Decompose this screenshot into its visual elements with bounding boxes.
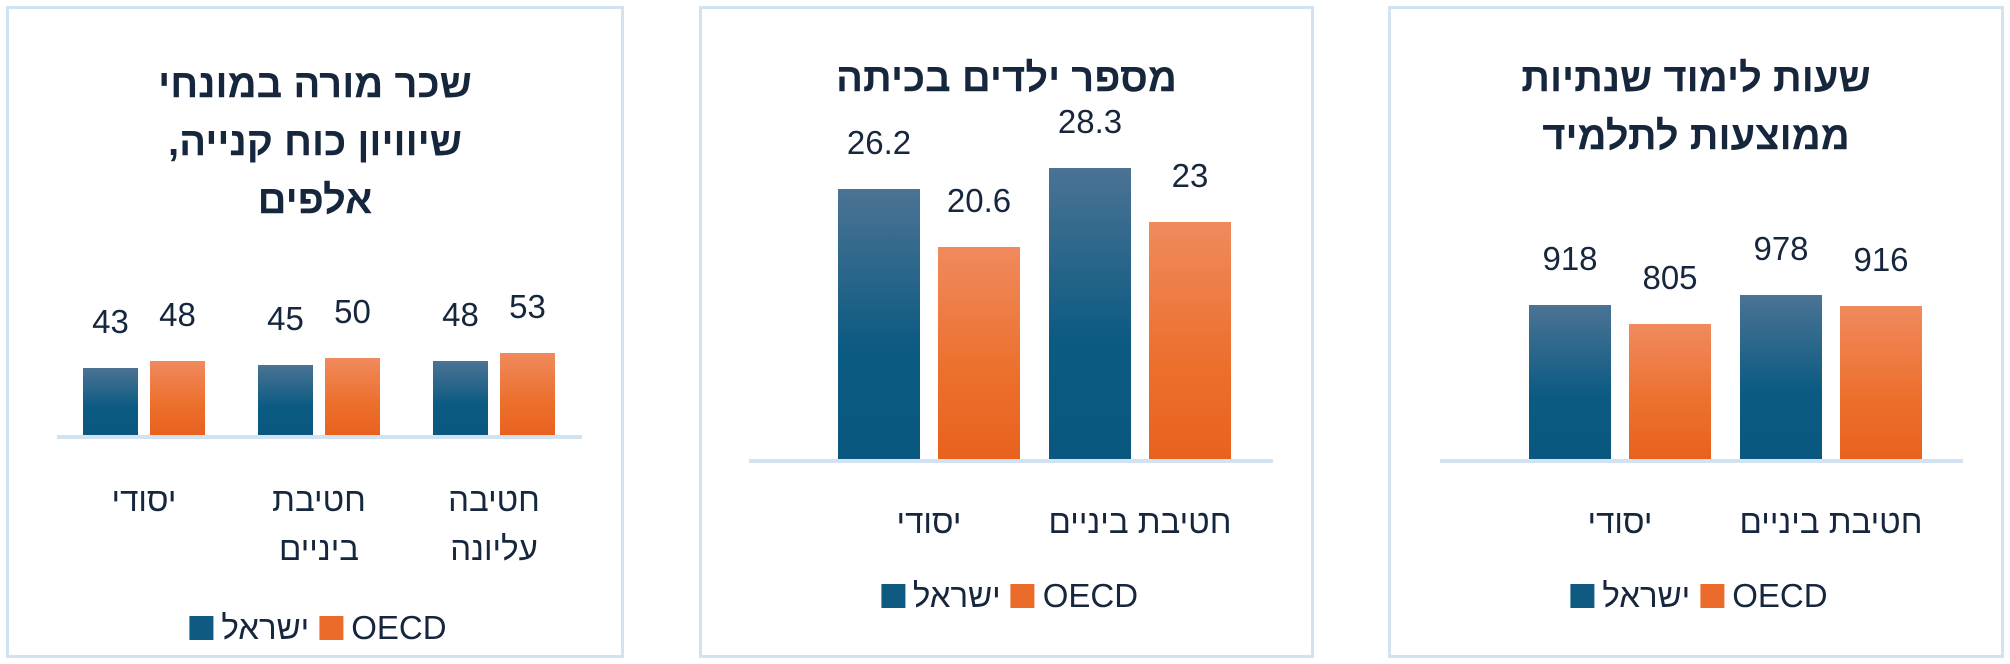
- legend-label: ישראל: [912, 577, 1001, 614]
- legend-item-israel: ישראל: [189, 609, 309, 647]
- chart-title: מספר ילדים בכיתה: [836, 56, 1177, 100]
- x-axis-line: [57, 435, 582, 439]
- x-axis-line: [749, 459, 1273, 463]
- bar-oecd: [325, 357, 380, 435]
- data-label: 26.2: [846, 124, 912, 162]
- data-label: 23: [1171, 157, 1209, 195]
- legend-swatch: [189, 616, 214, 640]
- legend-swatch: [880, 584, 905, 608]
- legend-swatch: [1570, 584, 1595, 608]
- category-label: חטיבה עליונה: [448, 481, 540, 567]
- data-label: 805: [1642, 259, 1698, 297]
- bar-oecd: [938, 246, 1020, 459]
- data-label: 918: [1542, 240, 1598, 278]
- data-label: 53: [509, 287, 546, 325]
- legend: ישראל OECD: [189, 609, 447, 647]
- x-axis-line: [1440, 459, 1963, 463]
- data-label: 28.3: [1057, 102, 1123, 140]
- legend-swatch: [1700, 584, 1725, 608]
- legend-label: OECD: [351, 609, 447, 646]
- legend-swatch: [319, 616, 344, 640]
- data-label: 43: [92, 303, 129, 341]
- category-label: חטיבת ביניים: [272, 481, 366, 567]
- category-label: יסודי: [1587, 503, 1653, 540]
- data-label: 978: [1753, 230, 1809, 268]
- bar-oecd: [1840, 305, 1922, 459]
- legend-item-oecd: OECD: [1010, 577, 1139, 615]
- bar-oecd: [150, 360, 205, 435]
- data-label: 50: [334, 292, 371, 330]
- legend: ישראל OECD: [1570, 577, 1828, 615]
- data-label: 48: [442, 295, 479, 333]
- bar-israel: [1049, 167, 1131, 459]
- bar-israel: [258, 365, 313, 435]
- legend-item-israel: ישראל: [1570, 577, 1690, 615]
- bar-oecd: [1149, 222, 1231, 459]
- legend-label: OECD: [1042, 577, 1139, 614]
- bar-israel: [1529, 305, 1611, 459]
- chart-panel-1: שכר מורה במונחי שיוויון כוח קנייה, אלפים…: [6, 6, 624, 658]
- legend: ישראל OECD: [880, 577, 1139, 615]
- legend-item-israel: ישראל: [880, 577, 1001, 615]
- bar-oecd: [1629, 324, 1711, 459]
- category-label: יסודי: [896, 503, 962, 540]
- legend-label: OECD: [1732, 577, 1828, 614]
- bar-israel: [83, 368, 138, 435]
- legend-item-oecd: OECD: [319, 609, 447, 647]
- legend-label: ישראל: [1602, 577, 1691, 614]
- category-label: יסודי: [111, 481, 177, 518]
- data-label: 20.6: [946, 181, 1012, 219]
- data-label: 916: [1853, 240, 1909, 278]
- chart-panel-2: מספר ילדים בכיתה 26.2 20.6 יסודי 28.3 23 חטיבת…: [699, 6, 1314, 658]
- bar-israel: [838, 189, 920, 459]
- chart-title: שעות לימוד שנתיות ממוצעות לתלמיד: [1521, 56, 1871, 158]
- category-label: חטיבת ביניים: [1739, 503, 1923, 540]
- bar-israel: [433, 360, 488, 435]
- data-label: 45: [267, 300, 304, 338]
- data-label: 48: [159, 295, 196, 333]
- category-label: חטיבת ביניים: [1048, 503, 1232, 540]
- chart-panel-3: שעות לימוד שנתיות ממוצעות לתלמיד 918 805 יס…: [1388, 6, 2004, 658]
- chart-title: שכר מורה במונחי שיוויון כוח קנייה, אלפים: [158, 62, 472, 222]
- bar-oecd: [500, 352, 555, 435]
- legend-label: ישראל: [221, 609, 310, 646]
- legend-item-oecd: OECD: [1700, 577, 1828, 615]
- bar-israel: [1740, 295, 1822, 459]
- legend-swatch: [1010, 584, 1035, 608]
